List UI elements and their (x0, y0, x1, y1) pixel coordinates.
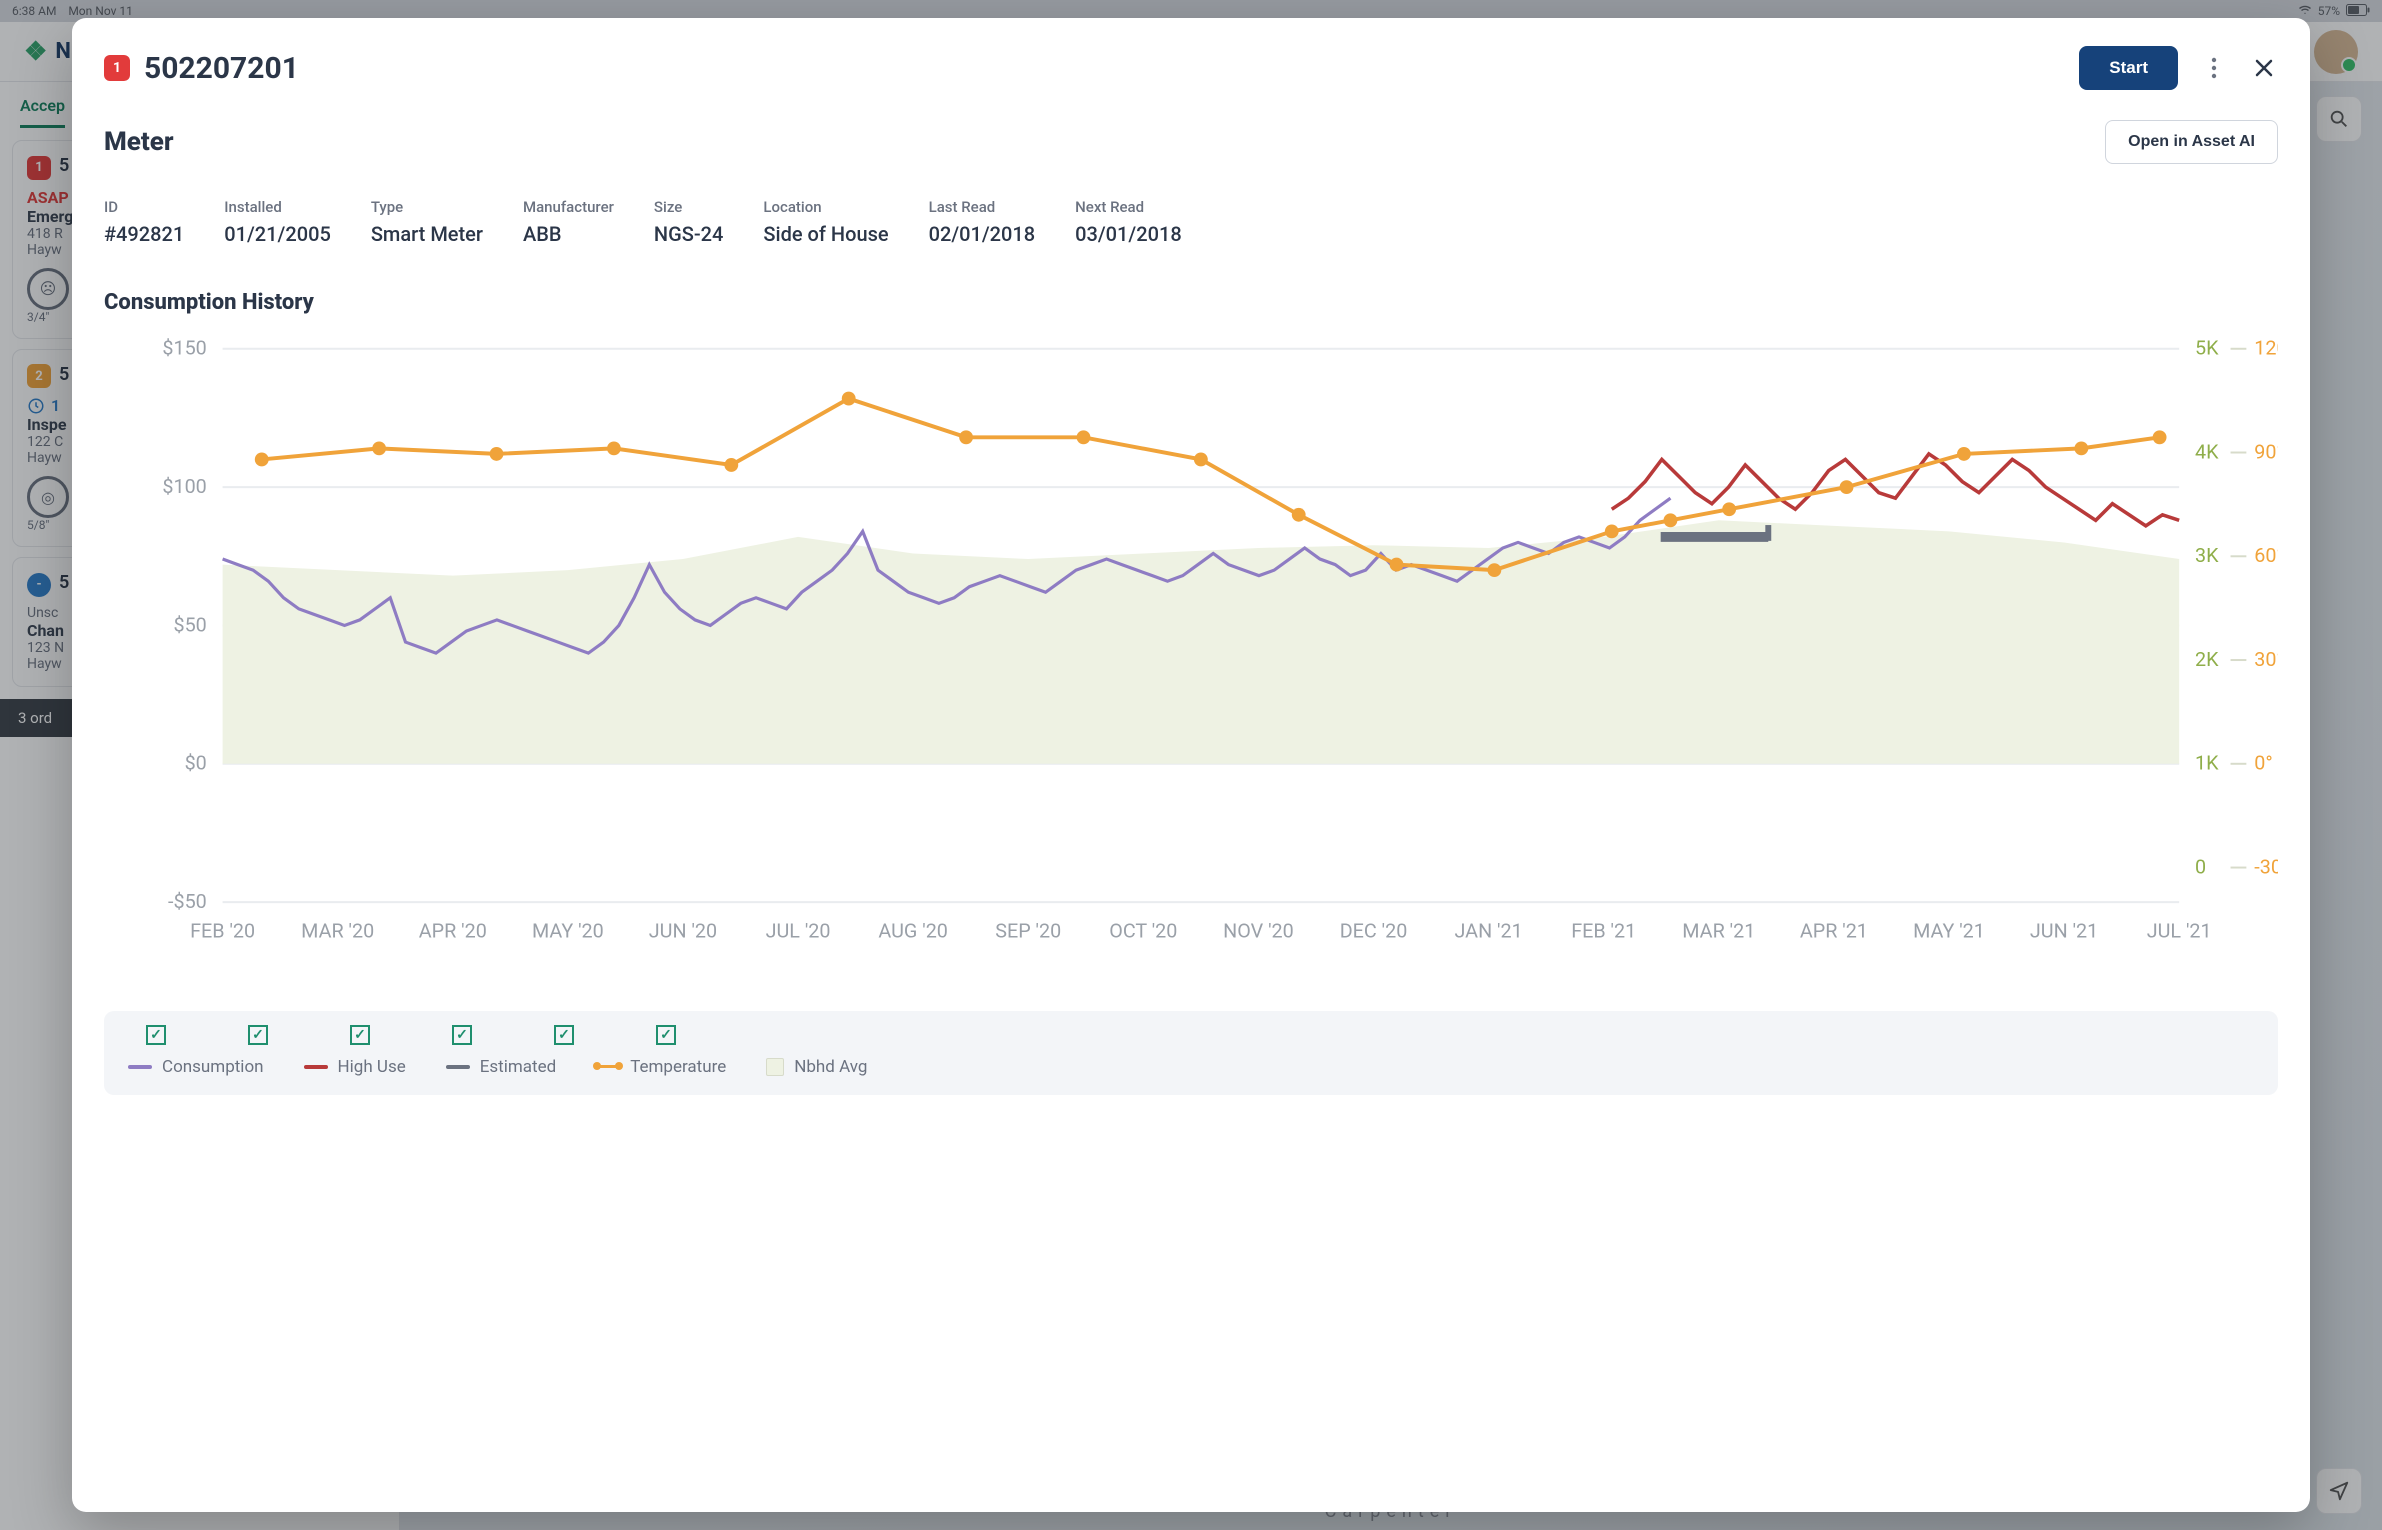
legend-checkbox[interactable]: ✓ (656, 1025, 676, 1045)
consumption-chart: $150 $100 $50 $0 -$50 5K 120° F 4K 90° F 3K 60° F 2… (104, 329, 2278, 1001)
legend-swatch (446, 1065, 470, 1069)
svg-text:JUN '21: JUN '21 (2030, 920, 2098, 943)
meta-item: ID #492821 (104, 198, 184, 246)
legend-swatch (766, 1058, 784, 1076)
legend-checkbox[interactable]: ✓ (554, 1025, 574, 1045)
start-button[interactable]: Start (2079, 46, 2178, 90)
modal-id: 502207201 (144, 51, 299, 86)
svg-text:DEC '20: DEC '20 (1340, 920, 1408, 943)
legend-item[interactable]: Nbhd Avg (766, 1057, 867, 1077)
svg-text:FEB '21: FEB '21 (1571, 920, 1636, 943)
meta-item: Type Smart Meter (371, 198, 483, 246)
svg-text:$50: $50 (173, 613, 206, 636)
meta-value: #492821 (104, 222, 184, 246)
meta-item: Next Read 03/01/2018 (1075, 198, 1182, 246)
legend-item[interactable]: High Use (304, 1057, 406, 1077)
svg-text:0° F: 0° F (2254, 752, 2278, 775)
legend-swatch (596, 1065, 620, 1068)
meta-value: Smart Meter (371, 222, 483, 246)
meter-modal: 1 502207201 Start Meter Open in Asset AI… (72, 18, 2310, 1512)
svg-text:JUL '21: JUL '21 (2147, 920, 2212, 943)
more-icon[interactable] (2200, 54, 2228, 82)
modal-badge: 1 (104, 55, 130, 81)
svg-text:-$50: -$50 (168, 890, 207, 913)
svg-text:APR '20: APR '20 (419, 920, 487, 943)
meta-item: Location Side of House (763, 198, 888, 246)
meta-value: 01/21/2005 (224, 222, 331, 246)
meta-item: Size NGS-24 (654, 198, 723, 246)
meta-label: ID (104, 198, 184, 216)
legend-label: Estimated (480, 1057, 556, 1077)
meta-label: Installed (224, 198, 331, 216)
legend-label: Temperature (630, 1057, 726, 1077)
svg-text:90° F: 90° F (2254, 440, 2278, 463)
svg-text:$150: $150 (162, 337, 206, 360)
svg-text:MAY '21: MAY '21 (1913, 920, 1985, 943)
svg-text:AUG '20: AUG '20 (878, 920, 948, 943)
svg-text:3K: 3K (2195, 544, 2219, 567)
meta-label: Next Read (1075, 198, 1182, 216)
svg-text:JUL '20: JUL '20 (766, 920, 831, 943)
meta-item: Last Read 02/01/2018 (929, 198, 1036, 246)
svg-text:MAR '21: MAR '21 (1682, 920, 1755, 943)
svg-text:1K: 1K (2195, 752, 2219, 775)
legend-swatch (304, 1065, 328, 1069)
meta-value: NGS-24 (654, 222, 723, 246)
svg-text:30° F: 30° F (2254, 648, 2278, 671)
svg-text:0: 0 (2195, 855, 2206, 878)
meta-value: 03/01/2018 (1075, 222, 1182, 246)
svg-text:SEP '20: SEP '20 (995, 920, 1061, 943)
svg-text:120° F: 120° F (2254, 337, 2278, 360)
legend-item[interactable]: Temperature (596, 1057, 726, 1077)
legend-checkbox[interactable]: ✓ (350, 1025, 370, 1045)
svg-text:$100: $100 (162, 475, 206, 498)
meta-label: Size (654, 198, 723, 216)
svg-text:5K: 5K (2195, 337, 2219, 360)
svg-text:4K: 4K (2195, 440, 2219, 463)
legend-swatch (128, 1065, 152, 1069)
chart-title: Consumption History (104, 290, 2278, 315)
svg-text:-30° F: -30° F (2254, 855, 2278, 878)
meta-value: Side of House (763, 222, 888, 246)
svg-text:$0: $0 (185, 752, 207, 775)
open-asset-button[interactable]: Open in Asset AI (2105, 120, 2278, 164)
meta-label: Manufacturer (523, 198, 614, 216)
close-icon[interactable] (2250, 54, 2278, 82)
legend-checkbox[interactable]: ✓ (452, 1025, 472, 1045)
svg-text:OCT '20: OCT '20 (1109, 920, 1177, 943)
legend-item[interactable]: Consumption (128, 1057, 264, 1077)
meta-item: Installed 01/21/2005 (224, 198, 331, 246)
svg-text:MAY '20: MAY '20 (532, 920, 604, 943)
legend-label: High Use (338, 1057, 406, 1077)
svg-text:NOV '20: NOV '20 (1223, 920, 1294, 943)
legend-item[interactable]: Estimated (446, 1057, 556, 1077)
meta-label: Type (371, 198, 483, 216)
section-title: Meter (104, 127, 174, 157)
svg-text:FEB '20: FEB '20 (190, 920, 255, 943)
svg-text:MAR '20: MAR '20 (301, 920, 374, 943)
meta-grid: ID #492821 Installed 01/21/2005 Type Smart Me… (104, 198, 2278, 246)
legend-label: Consumption (162, 1057, 264, 1077)
meta-value: 02/01/2018 (929, 222, 1036, 246)
meta-item: Manufacturer ABB (523, 198, 614, 246)
legend-label: Nbhd Avg (794, 1057, 867, 1077)
svg-text:JAN '21: JAN '21 (1455, 920, 1523, 943)
svg-text:JUN '20: JUN '20 (649, 920, 717, 943)
svg-text:APR '21: APR '21 (1800, 920, 1868, 943)
svg-text:2K: 2K (2195, 648, 2219, 671)
legend-panel: ✓ ✓ ✓ ✓ ✓ ✓ Consumption High Use Estimated Tempe… (104, 1011, 2278, 1095)
meta-value: ABB (523, 222, 614, 246)
legend-checkbox[interactable]: ✓ (146, 1025, 166, 1045)
legend-checkbox[interactable]: ✓ (248, 1025, 268, 1045)
meta-label: Last Read (929, 198, 1036, 216)
meta-label: Location (763, 198, 888, 216)
svg-text:60° F: 60° F (2254, 544, 2278, 567)
